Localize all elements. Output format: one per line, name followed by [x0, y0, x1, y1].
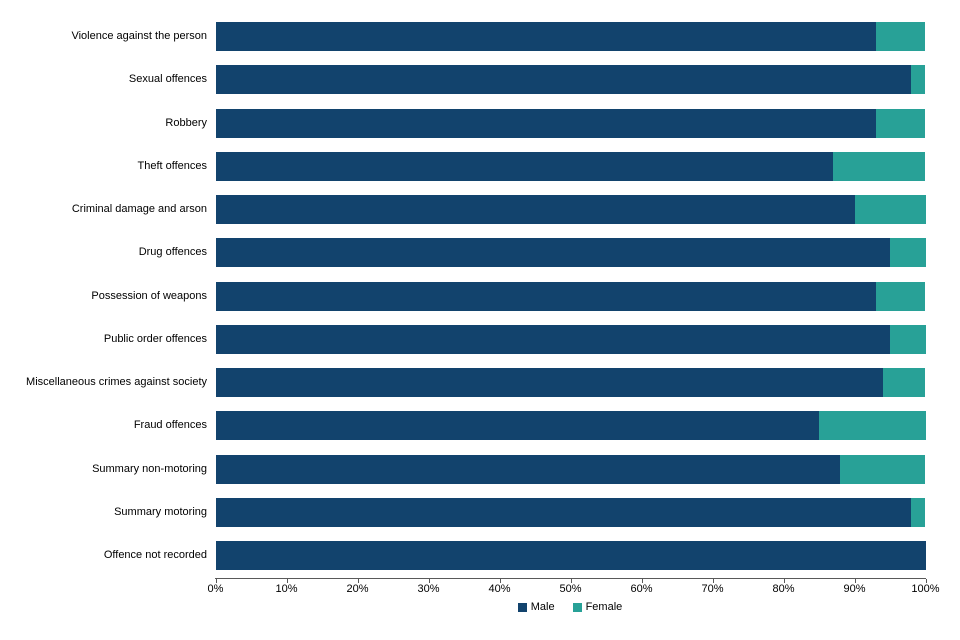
x-axis-tick-label: 90%	[843, 582, 866, 595]
female-bar-segment	[819, 411, 926, 441]
bar-row: Drug offences	[0, 238, 960, 268]
female-bar-segment	[890, 238, 926, 268]
male-bar-segment	[215, 281, 876, 311]
x-axis-tick	[215, 578, 217, 583]
male-bar-segment	[215, 541, 926, 570]
legend-entry-male: Male	[517, 601, 555, 613]
female-bar-segment	[882, 368, 926, 397]
bar-row: Possession of weapons	[0, 281, 960, 311]
male-bar-segment	[215, 368, 883, 397]
male-legend-label: Male	[530, 601, 555, 613]
category-label: Theft offences	[137, 159, 207, 172]
male-bar-segment	[215, 65, 912, 95]
male-bar-segment	[215, 324, 890, 354]
bar-track	[215, 411, 926, 441]
male-bar-segment	[215, 497, 912, 527]
x-axis-tick-label: 30%	[417, 582, 440, 595]
x-axis-tick-label: 10%	[275, 582, 298, 595]
bar-track	[215, 195, 926, 224]
female-bar-segment	[875, 22, 926, 51]
bar-row: Theft offences	[0, 151, 960, 181]
bar-track	[215, 454, 926, 484]
bar-row: Robbery	[0, 108, 960, 138]
x-axis-tick	[712, 578, 714, 583]
bar-track	[215, 238, 926, 268]
x-axis-tick-label: 0%	[207, 582, 224, 595]
category-label: Possession of weapons	[91, 289, 207, 302]
bar-track	[215, 497, 926, 527]
x-axis-tick	[357, 578, 359, 583]
category-label: Drug offences	[138, 246, 207, 259]
bar-row: Sexual offences	[0, 65, 960, 95]
female-bar-segment	[833, 151, 926, 181]
bar-row: Criminal damage and arson	[0, 195, 960, 224]
male-bar-segment	[215, 22, 876, 51]
bar-track	[215, 22, 926, 51]
female-bar-segment	[840, 454, 926, 484]
bar-track	[215, 281, 926, 311]
category-label: Miscellaneous crimes against society	[26, 376, 207, 388]
bar-row: Fraud offences	[0, 411, 960, 441]
x-axis-tick-label: 60%	[630, 582, 653, 595]
x-axis-tick-label: 100%	[911, 582, 940, 595]
x-axis-tick-label: 40%	[488, 582, 511, 595]
bar-track	[215, 151, 926, 181]
bar-track	[215, 108, 926, 138]
category-label: Criminal damage and arson	[71, 203, 207, 215]
female-bar-segment	[875, 281, 926, 311]
category-label: Robbery	[165, 116, 207, 129]
x-axis-line	[215, 577, 926, 579]
bar-track	[215, 541, 926, 570]
x-axis-tick	[925, 578, 927, 583]
chart-legend: Male Female	[215, 600, 925, 614]
female-legend-label: Female	[585, 601, 623, 613]
male-bar-segment	[215, 454, 841, 484]
female-bar-segment	[854, 195, 926, 224]
female-bar-segment	[890, 324, 926, 354]
x-axis-tick	[286, 578, 288, 583]
bar-row: Public order offences	[0, 324, 960, 354]
x-axis-tick-label: 50%	[559, 582, 582, 595]
female-bar-segment	[911, 65, 926, 95]
category-label: Summary motoring	[114, 505, 207, 518]
category-label: Fraud offences	[133, 419, 207, 432]
x-axis-tick-label: 20%	[346, 582, 369, 595]
male-bar-segment	[215, 108, 876, 138]
bar-row: Summary non-motoring	[0, 454, 960, 484]
male-bar-segment	[215, 238, 890, 268]
category-label: Violence against the person	[71, 30, 207, 42]
category-label: Public order offences	[103, 332, 207, 345]
x-axis-tick-label: 70%	[701, 582, 724, 595]
legend-entry-female: Female	[572, 601, 623, 613]
category-label: Sexual offences	[128, 73, 207, 86]
x-axis-tick-label: 80%	[772, 582, 795, 595]
x-axis-tick	[641, 578, 643, 583]
female-bar-segment	[911, 497, 926, 527]
bar-row: Summary motoring	[0, 497, 960, 527]
female-legend-swatch	[572, 602, 582, 612]
male-bar-segment	[215, 195, 855, 224]
male-bar-segment	[215, 411, 819, 441]
male-bar-segment	[215, 151, 834, 181]
female-bar-segment	[875, 108, 926, 138]
male-legend-swatch	[517, 602, 527, 612]
bar-track	[215, 324, 926, 354]
bar-track	[215, 368, 926, 397]
bar-row: Miscellaneous crimes against society	[0, 368, 960, 397]
x-axis-tick	[783, 578, 785, 583]
category-label: Summary non-motoring	[92, 462, 207, 475]
x-axis-tick	[428, 578, 430, 583]
bar-track	[215, 65, 926, 95]
x-axis-tick	[854, 578, 856, 583]
x-axis-tick	[499, 578, 501, 583]
bar-row: Offence not recorded	[0, 541, 960, 570]
x-axis-tick	[570, 578, 572, 583]
bar-row: Violence against the person	[0, 22, 960, 51]
category-label: Offence not recorded	[103, 549, 207, 561]
